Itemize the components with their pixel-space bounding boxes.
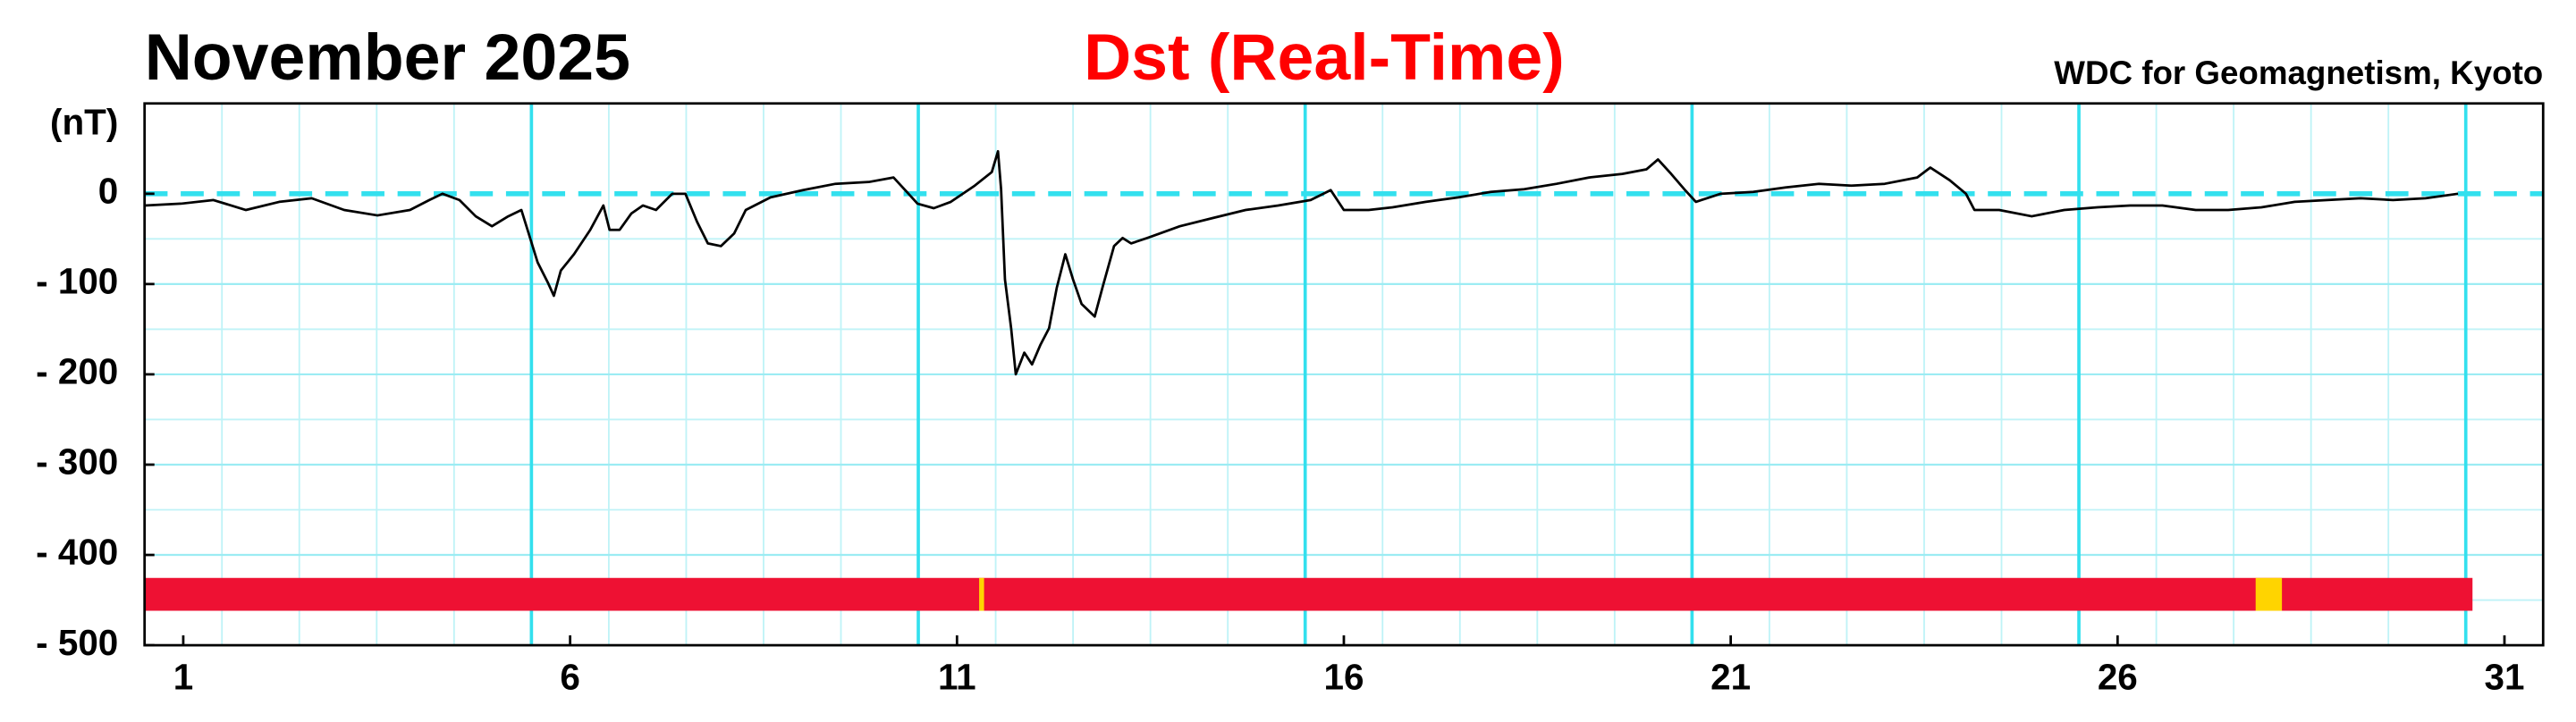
y-tick-label: - 100	[36, 261, 118, 302]
x-tick-label: 31	[2485, 656, 2525, 697]
quality-segment	[979, 577, 984, 611]
chart-subtitle: November 2025	[145, 20, 630, 94]
dst-line	[144, 149, 2459, 376]
x-tick-label: 1	[173, 656, 193, 697]
quality-bar	[144, 577, 2473, 611]
x-tick-label: 21	[1710, 656, 1751, 697]
y-tick-label: - 300	[36, 441, 118, 483]
quality-segment	[2255, 577, 2283, 611]
x-tick-label: 11	[938, 656, 976, 697]
source-label: WDC for Geomagnetism, Kyoto	[2054, 55, 2543, 91]
plot-marks	[144, 149, 2459, 376]
x-tick-label: 26	[2098, 656, 2138, 697]
y-axis-label: (nT)	[50, 101, 118, 142]
y-tick-label: - 200	[36, 351, 118, 392]
chart-title: Dst (Real-Time)	[1084, 20, 1565, 94]
x-tick-label: 16	[1323, 656, 1364, 697]
y-tick-label: - 500	[36, 622, 118, 663]
y-tick-label: 0	[98, 170, 118, 211]
quality-segment	[144, 577, 2473, 611]
grid	[144, 103, 2544, 647]
x-tick-label: 6	[560, 656, 579, 697]
y-tick-label: - 400	[36, 532, 118, 573]
